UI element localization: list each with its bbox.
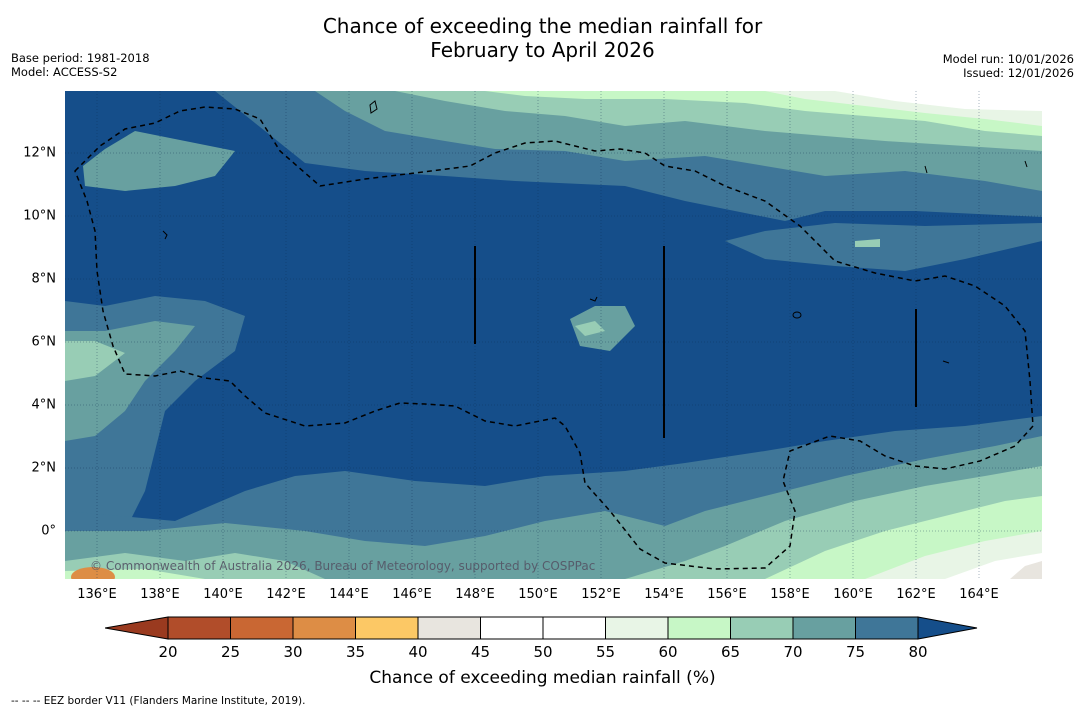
lon-label: 148°E xyxy=(455,587,495,602)
eez-footnote: -- -- -- EEZ border V11 (Flanders Marine… xyxy=(11,695,306,707)
colorbar-bin xyxy=(293,617,356,639)
lat-label: 8°N xyxy=(31,271,57,287)
colorbar-tick: 65 xyxy=(720,643,741,661)
lat-label: 2°N xyxy=(31,460,57,476)
title-line-1: Chance of exceeding the median rainfall … xyxy=(322,14,763,38)
colorbar-bin xyxy=(605,617,668,639)
lat-label: 6°N xyxy=(31,334,57,350)
issued-date: Issued: 12/01/2026 xyxy=(963,66,1074,80)
lat-label: 12°N xyxy=(23,145,56,161)
colorbar-tick: 45 xyxy=(470,643,491,661)
lon-label: 136°E xyxy=(77,587,117,602)
colorbar-label: Chance of exceeding median rainfall (%) xyxy=(369,668,716,688)
model-info: Base period: 1981-2018 Model: ACCESS-S2 xyxy=(11,51,150,79)
lat-label: 0° xyxy=(41,523,56,539)
colorbar-bin xyxy=(855,617,918,639)
colorbar-tick: 80 xyxy=(908,643,928,661)
lon-label: 150°E xyxy=(518,587,558,602)
lon-label: 164°E xyxy=(959,587,999,602)
lon-label: 152°E xyxy=(581,587,621,602)
colorbar-bin xyxy=(355,617,418,639)
rainfall-map xyxy=(65,91,1042,579)
colorbar-tick: 40 xyxy=(408,643,428,661)
colorbar-tick: 55 xyxy=(595,643,616,661)
lon-label: 144°E xyxy=(329,587,369,602)
lon-label: 162°E xyxy=(896,587,936,602)
colorbar-bin xyxy=(668,617,731,639)
band-50-55-northeast xyxy=(835,91,1042,111)
lon-label: 142°E xyxy=(266,587,306,602)
band-75-80-east xyxy=(725,223,1042,271)
vertical-line-artifacts xyxy=(474,246,917,438)
colorbar-tick: 35 xyxy=(345,643,366,661)
lon-label: 154°E xyxy=(644,587,684,602)
eez-border-palau-fsm xyxy=(74,106,1034,570)
run-info: Model run: 10/01/2026 Issued: 12/01/2026 xyxy=(943,52,1074,80)
colorbar-tick: 30 xyxy=(283,643,303,661)
colorbar-bin xyxy=(480,617,543,639)
islands xyxy=(162,100,1028,364)
map-canvas xyxy=(65,91,1042,579)
lon-label: 138°E xyxy=(140,587,180,602)
model-run-date: Model run: 10/01/2026 xyxy=(942,52,1074,66)
map-credit: © Commonwealth of Australia 2026, Bureau… xyxy=(90,559,596,573)
colorbar-bin xyxy=(168,617,231,639)
band-70-75-westnorth xyxy=(83,131,235,191)
band-65-70-island xyxy=(575,321,605,336)
colorbar-bin xyxy=(730,617,793,639)
colorbar-bin xyxy=(543,617,606,639)
colorbar xyxy=(105,616,978,640)
model-name: Model: ACCESS-S2 xyxy=(11,65,118,79)
lon-label: 160°E xyxy=(833,587,873,602)
colorbar-dividers xyxy=(167,616,919,640)
lon-label: 140°E xyxy=(203,587,243,602)
lat-label: 4°N xyxy=(31,397,57,413)
lat-label: 10°N xyxy=(23,208,56,224)
colorbar-tick: 75 xyxy=(845,643,866,661)
band-65-70-west xyxy=(65,341,125,381)
lon-label: 146°E xyxy=(392,587,432,602)
colorbar-tick: 20 xyxy=(158,643,178,661)
colorbar-low-arrow xyxy=(105,616,169,640)
band-below-35-patch xyxy=(71,567,115,579)
colorbar-bin xyxy=(230,617,293,639)
colorbar-tick: 25 xyxy=(220,643,241,661)
band-45-50-southeast xyxy=(1010,561,1042,579)
colorbar-tick: 50 xyxy=(533,643,553,661)
colorbar-tick: 70 xyxy=(783,643,803,661)
title-line-2: February to April 2026 xyxy=(430,38,655,62)
colorbar-high-arrow xyxy=(917,616,978,640)
colorbar-bin xyxy=(793,617,856,639)
band-65-70-east-patch xyxy=(855,239,880,247)
lon-label: 156°E xyxy=(707,587,747,602)
base-period: Base period: 1981-2018 xyxy=(11,51,150,65)
gridlines xyxy=(65,91,1042,579)
colorbar-tick: 60 xyxy=(658,643,678,661)
lon-label: 158°E xyxy=(770,587,810,602)
chart-title: Chance of exceeding the median rainfall … xyxy=(0,14,1085,62)
colorbar-bin xyxy=(418,617,481,639)
